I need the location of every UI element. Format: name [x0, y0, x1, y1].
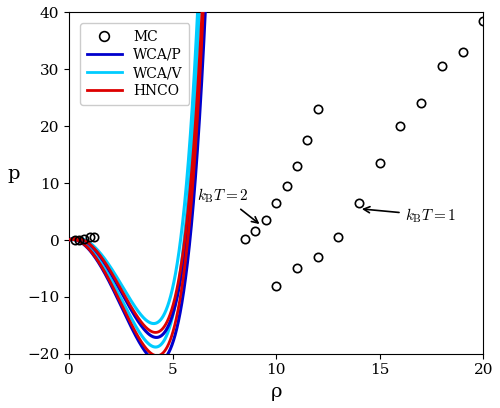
- Text: $k_{\mathrm{B}}T = 1$: $k_{\mathrm{B}}T = 1$: [364, 206, 456, 225]
- Legend: MC, WCA/P, WCA/V, HNCO: MC, WCA/P, WCA/V, HNCO: [80, 23, 190, 105]
- X-axis label: ρ: ρ: [270, 383, 282, 401]
- Text: $k_{\mathrm{B}}T = 2$: $k_{\mathrm{B}}T = 2$: [198, 186, 258, 223]
- Y-axis label: p: p: [7, 165, 20, 183]
